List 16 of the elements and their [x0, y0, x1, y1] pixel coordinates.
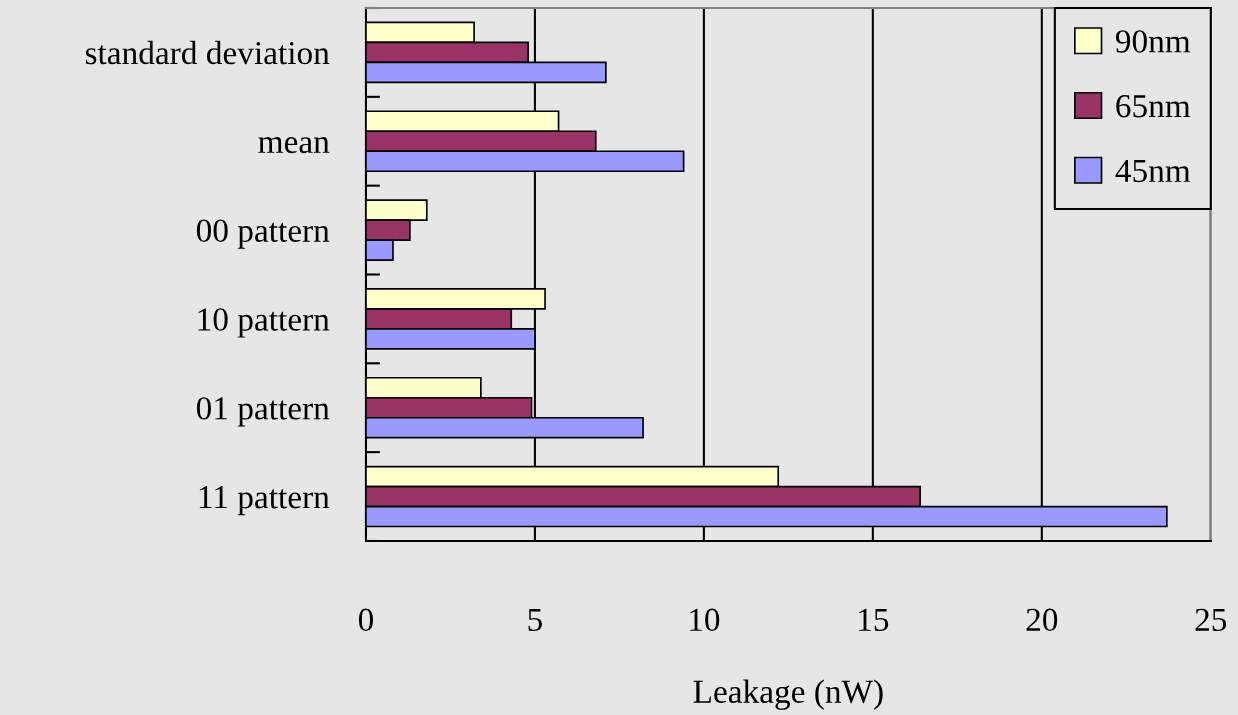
y-tick-label: 01 pattern [196, 397, 330, 427]
legend-label: 90nm [1115, 30, 1191, 53]
y-tick-label: mean [258, 137, 330, 154]
legend-label: 65nm [1116, 95, 1191, 118]
x-tick-label: 25 [1195, 608, 1227, 632]
y-tick-label: standard deviation [85, 40, 330, 65]
x-tick-label: 0 [358, 608, 374, 632]
y-tick-label: 00 pattern [196, 219, 330, 249]
x-tick-label: 20 [1026, 608, 1058, 632]
x-axis-title: Leakage (nW) [693, 679, 883, 710]
x-tick-label: 10 [690, 608, 720, 632]
y-tick-label: 10 pattern [198, 308, 330, 338]
y-tick-label: 11 pattern [199, 486, 330, 516]
x-tick-label: 5 [528, 608, 542, 632]
legend-label: 45nm [1115, 159, 1191, 183]
x-tick-label: 15 [859, 608, 889, 632]
